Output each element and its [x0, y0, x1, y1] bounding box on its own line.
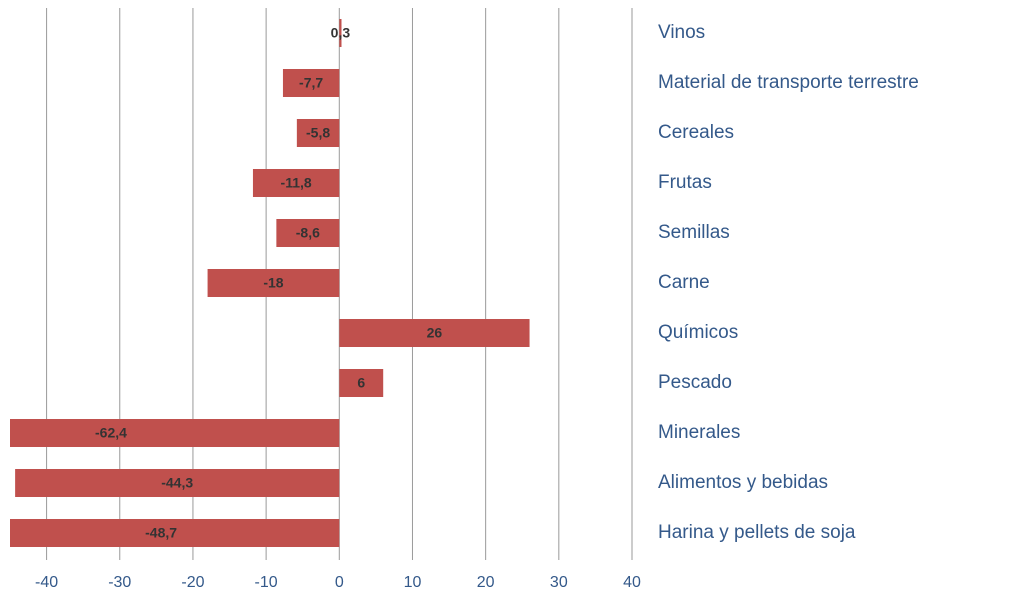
x-tick-label: 0 [335, 574, 344, 591]
bar [207, 269, 340, 297]
value-label: -8,6 [296, 225, 320, 241]
x-tick-label: 30 [550, 574, 568, 591]
value-label: -18 [263, 275, 283, 291]
value-label: -7,7 [299, 75, 323, 91]
value-label: -62,4 [95, 425, 127, 441]
bar [10, 519, 340, 547]
x-tick-label: 10 [404, 574, 422, 591]
bar [276, 219, 340, 247]
x-tick-label: -20 [181, 574, 204, 591]
x-tick-label: -30 [108, 574, 131, 591]
category-label: Material de transporte terrestre [658, 72, 919, 93]
category-label: Químicos [658, 322, 738, 343]
category-label: Vinos [658, 22, 705, 43]
bar [339, 19, 342, 47]
category-label: Alimentos y bebidas [658, 472, 828, 493]
category-label: Harina y pellets de soja [658, 522, 856, 543]
category-label: Minerales [658, 422, 740, 443]
bar [296, 119, 340, 147]
bar [15, 469, 340, 497]
bar [339, 319, 530, 347]
value-label: -11,8 [281, 175, 312, 191]
value-label: -5,8 [306, 125, 330, 141]
bar [282, 69, 340, 97]
category-label: Carne [658, 272, 710, 293]
value-label: 0,3 [331, 25, 351, 41]
x-tick-label: -10 [255, 574, 278, 591]
value-label: 6 [357, 375, 365, 391]
x-tick-label: 40 [623, 574, 641, 591]
category-label: Cereales [658, 122, 734, 143]
category-label: Semillas [658, 222, 730, 243]
value-label: -44,3 [161, 475, 193, 491]
bar [339, 369, 384, 397]
bar [10, 419, 340, 447]
value-label: -48,7 [145, 525, 177, 541]
value-label: 26 [427, 325, 443, 341]
x-tick-label: -40 [35, 574, 58, 591]
x-tick-label: 20 [477, 574, 495, 591]
bar [252, 169, 340, 197]
category-label: Pescado [658, 372, 732, 393]
category-label: Frutas [658, 172, 712, 193]
